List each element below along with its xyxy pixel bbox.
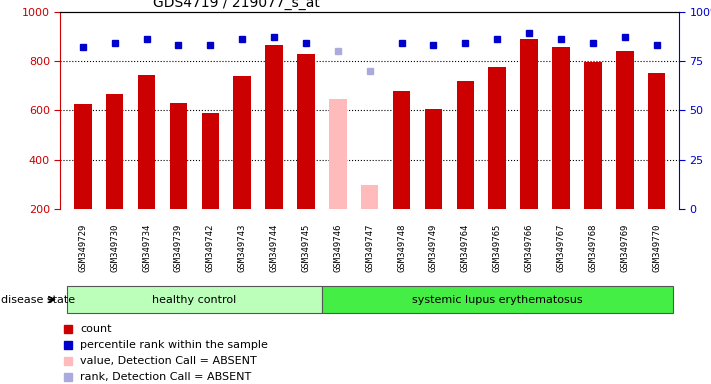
Bar: [552, 47, 570, 209]
Bar: [201, 113, 219, 209]
Text: healthy control: healthy control: [152, 295, 237, 305]
Text: GSM349747: GSM349747: [365, 223, 374, 272]
Text: rank, Detection Call = ABSENT: rank, Detection Call = ABSENT: [80, 372, 252, 382]
Text: systemic lupus erythematosus: systemic lupus erythematosus: [412, 295, 582, 305]
Bar: [616, 51, 634, 209]
Text: GSM349745: GSM349745: [301, 223, 311, 272]
Bar: [456, 81, 474, 209]
Bar: [393, 91, 410, 209]
Text: GSM349764: GSM349764: [461, 223, 470, 272]
Text: GSM349743: GSM349743: [237, 223, 247, 272]
Text: GSM349744: GSM349744: [269, 223, 279, 272]
Text: GSM349730: GSM349730: [110, 223, 119, 272]
Text: GSM349766: GSM349766: [525, 223, 534, 272]
Text: GDS4719 / 219077_s_at: GDS4719 / 219077_s_at: [154, 0, 320, 10]
Text: GSM349770: GSM349770: [652, 223, 661, 272]
Text: GSM349765: GSM349765: [493, 223, 502, 272]
Bar: [424, 109, 442, 209]
Text: GSM349739: GSM349739: [174, 223, 183, 272]
Text: percentile rank within the sample: percentile rank within the sample: [80, 340, 268, 350]
Bar: [648, 73, 665, 209]
Text: GSM349767: GSM349767: [557, 223, 565, 272]
Text: disease state: disease state: [1, 295, 75, 305]
Bar: [170, 103, 187, 209]
Text: GSM349768: GSM349768: [589, 223, 597, 272]
Bar: [233, 76, 251, 209]
Bar: [106, 94, 124, 209]
Bar: [488, 67, 506, 209]
Text: GSM349746: GSM349746: [333, 223, 342, 272]
Text: value, Detection Call = ABSENT: value, Detection Call = ABSENT: [80, 356, 257, 366]
Text: GSM349734: GSM349734: [142, 223, 151, 272]
Text: GSM349748: GSM349748: [397, 223, 406, 272]
Text: count: count: [80, 324, 112, 334]
Bar: [584, 62, 602, 209]
Text: GSM349742: GSM349742: [205, 223, 215, 272]
Bar: [138, 74, 155, 209]
Text: GSM349769: GSM349769: [620, 223, 629, 272]
Bar: [322, 286, 673, 313]
Bar: [265, 45, 283, 209]
Bar: [297, 53, 315, 209]
Bar: [329, 99, 346, 209]
Bar: [520, 39, 538, 209]
Text: GSM349729: GSM349729: [78, 223, 87, 272]
Bar: [361, 185, 378, 209]
Text: GSM349749: GSM349749: [429, 223, 438, 272]
Bar: [74, 104, 92, 209]
Bar: [67, 286, 322, 313]
